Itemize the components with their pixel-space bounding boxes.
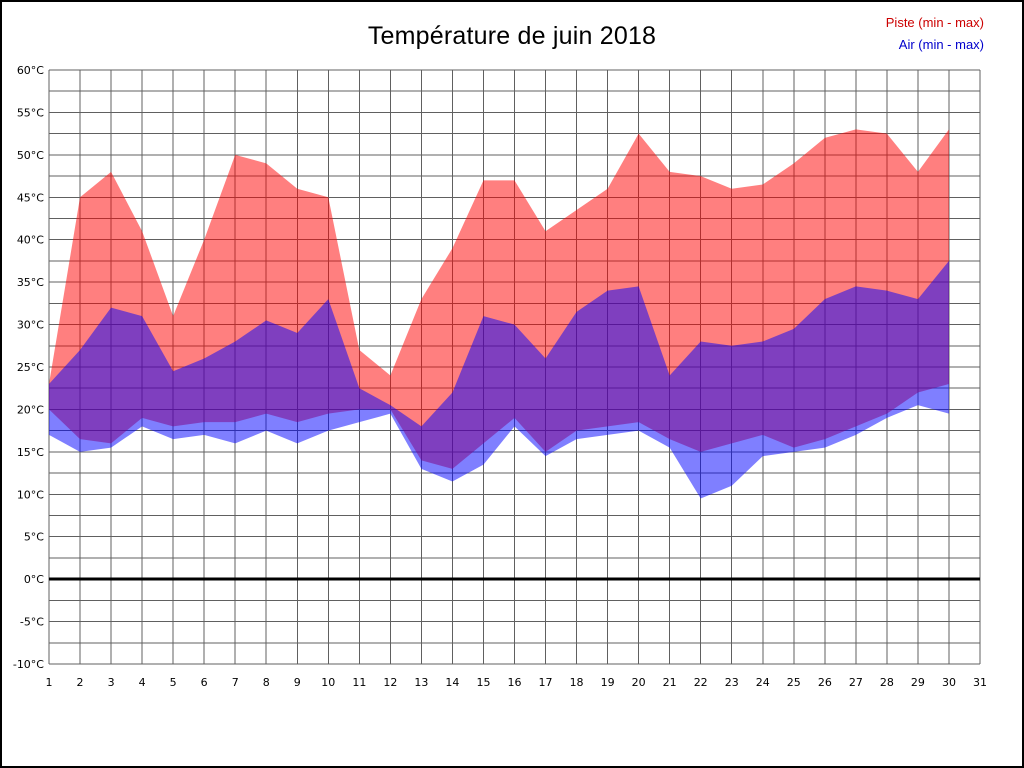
svg-text:28: 28 [880,676,894,689]
svg-text:20°C: 20°C [17,403,44,416]
svg-text:5: 5 [170,676,177,689]
svg-text:8: 8 [263,676,270,689]
svg-text:50°C: 50°C [17,149,44,162]
svg-text:12: 12 [383,676,397,689]
legend-piste: Piste (min - max) [885,15,984,30]
svg-text:27: 27 [849,676,863,689]
svg-text:26: 26 [818,676,832,689]
y-axis-labels: -10°C -5°C 0°C 5°C 10°C 15°C 20°C 25°C 30°C 35°C 4… [13,64,44,671]
svg-text:9: 9 [294,676,301,689]
svg-text:45°C: 45°C [17,191,44,204]
svg-text:24: 24 [756,676,770,689]
legend-air: Air (min - max) [898,37,984,52]
svg-text:19: 19 [601,676,615,689]
svg-text:25: 25 [787,676,801,689]
svg-text:11: 11 [352,676,366,689]
svg-text:55°C: 55°C [17,106,44,119]
svg-text:60°C: 60°C [17,64,44,77]
svg-text:22: 22 [694,676,708,689]
svg-text:10: 10 [321,676,335,689]
svg-text:2: 2 [77,676,84,689]
svg-text:25°C: 25°C [17,361,44,374]
svg-text:23: 23 [725,676,739,689]
svg-text:17: 17 [539,676,553,689]
svg-text:6: 6 [201,676,208,689]
svg-text:35°C: 35°C [17,276,44,289]
svg-text:-10°C: -10°C [13,658,44,671]
svg-text:31: 31 [973,676,987,689]
svg-text:1: 1 [46,676,53,689]
svg-text:15°C: 15°C [17,446,44,459]
chart-legend: Piste (min - max) Air (min - max) [886,12,984,56]
svg-text:18: 18 [570,676,584,689]
temperature-bands [49,129,949,499]
svg-text:4: 4 [139,676,146,689]
svg-text:0°C: 0°C [24,573,44,586]
svg-text:30°C: 30°C [17,319,44,332]
svg-text:5°C: 5°C [24,531,44,544]
svg-text:21: 21 [663,676,677,689]
svg-text:29: 29 [911,676,925,689]
air-band [49,260,949,499]
chart-title: Température de juin 2018 [367,22,657,50]
svg-text:7: 7 [232,676,239,689]
svg-text:30: 30 [942,676,956,689]
svg-text:40°C: 40°C [17,234,44,247]
x-axis-labels: 1 2 3 4 5 6 7 8 9 10 11 12 13 14 15 16 17 18 19 20 21 22 23 24 2… [46,676,988,689]
svg-text:-5°C: -5°C [20,616,44,629]
svg-text:20: 20 [632,676,646,689]
svg-text:13: 13 [414,676,428,689]
svg-text:15: 15 [476,676,490,689]
svg-text:10°C: 10°C [17,488,44,501]
svg-text:16: 16 [508,676,522,689]
svg-text:3: 3 [108,676,115,689]
svg-text:14: 14 [445,676,459,689]
